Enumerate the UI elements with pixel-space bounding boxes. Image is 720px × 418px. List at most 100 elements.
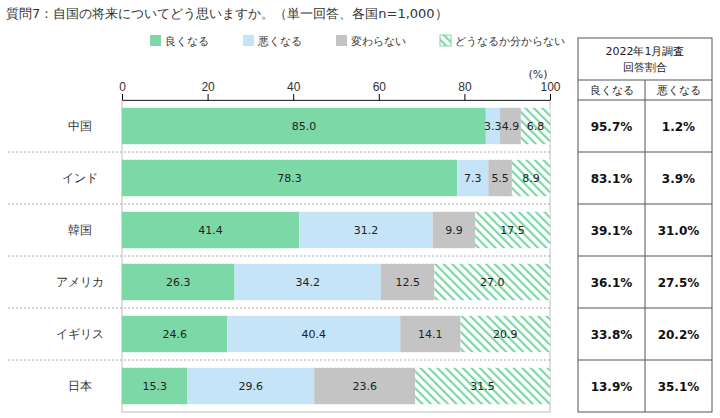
title: 質問7：自国の将来についてどう思いますか。（単一回答、各国n=1,000） — [6, 6, 448, 21]
data-label: 14.1 — [418, 328, 443, 341]
axis-title: (%) — [528, 68, 547, 81]
table-rule — [578, 152, 712, 153]
bar-segment — [512, 160, 550, 196]
tick: 中国 — [68, 119, 122, 133]
bar-segment — [122, 108, 486, 144]
chart: 質問7：自国の将来についてどう思いますか。（単一回答、各国n=1,000） 良くな… — [0, 0, 720, 418]
data-label: 78.3 — [277, 172, 302, 185]
data-label: 12.5 — [395, 276, 420, 289]
category-label: 日本 — [68, 379, 92, 393]
data-label: 5.5 — [491, 172, 509, 185]
bar-segment — [299, 212, 433, 248]
bar-segment — [415, 368, 550, 404]
table-cell: 3.9% — [662, 172, 695, 186]
bar-segment — [122, 160, 457, 196]
data-label: 15.3 — [142, 380, 167, 393]
table-cell: 35.1% — [658, 380, 700, 394]
bar-segment — [521, 108, 550, 144]
bar-segment — [235, 264, 381, 300]
data-label: 8.9 — [522, 172, 540, 185]
bar-segment — [122, 316, 227, 352]
tick: インド — [62, 171, 122, 185]
data-label: 41.4 — [198, 224, 223, 237]
data-label: 29.6 — [239, 380, 264, 393]
tick: イギリス — [56, 327, 122, 341]
bar-segment — [122, 368, 187, 404]
bar-segment — [122, 212, 299, 248]
table-cell: 33.8% — [591, 328, 633, 342]
category-label: 韓国 — [68, 223, 92, 237]
bar-segment — [461, 316, 550, 352]
table-header: 良くなる — [590, 84, 634, 97]
legend-swatch — [150, 35, 161, 46]
tick: アメリカ — [56, 275, 122, 289]
data-label: 9.9 — [445, 224, 463, 237]
tick-mark — [379, 94, 380, 100]
tick: 100 — [540, 80, 560, 100]
table-cell: 95.7% — [591, 120, 633, 134]
legend: 良くなる悪くなる変わらないどうなるか分からない — [150, 35, 565, 48]
bar-segment — [457, 160, 488, 196]
row-separator — [8, 256, 550, 257]
row-separator — [8, 308, 550, 309]
tick-mark — [122, 94, 123, 100]
legend-swatch — [243, 35, 254, 46]
bar-segment — [434, 264, 550, 300]
tick-label: 100 — [540, 80, 560, 94]
category-label: インド — [62, 171, 98, 185]
bar-segment — [400, 316, 460, 352]
table-rule — [578, 360, 712, 361]
tick-mark — [293, 94, 294, 100]
data-label: 4.9 — [502, 120, 520, 133]
data-label: 6.8 — [527, 120, 545, 133]
data-label: 20.9 — [493, 328, 518, 341]
side-table: 2022年1月調査回答割合良くなる悪くなる95.7%1.2%83.1%3.9%3… — [578, 38, 712, 412]
data-label: 31.5 — [470, 380, 495, 393]
tick-mark — [208, 94, 209, 100]
legend-label: どうなるか分からない — [455, 35, 565, 48]
table-cell: 36.1% — [591, 276, 633, 290]
data-label: 26.3 — [166, 276, 191, 289]
data-label: 31.2 — [354, 224, 379, 237]
table-rule — [578, 256, 712, 257]
row-separator — [8, 204, 550, 205]
tick: 韓国 — [68, 223, 122, 237]
bar-segment — [314, 368, 415, 404]
data-label: 24.6 — [162, 328, 187, 341]
table-cell: 39.1% — [591, 224, 633, 238]
row-separator — [8, 360, 550, 361]
data-labels: 85.078.341.426.324.615.33.37.331.234.240… — [142, 120, 544, 393]
data-label: 34.2 — [296, 276, 321, 289]
tick: 40 — [287, 80, 301, 100]
legend-label: 悪くなる — [257, 35, 302, 48]
tick-label: 0 — [119, 80, 126, 94]
tick-mark — [464, 94, 465, 100]
tick: 80 — [458, 80, 472, 100]
bar-segment — [381, 264, 435, 300]
table-border — [578, 38, 712, 412]
data-label: 7.3 — [464, 172, 482, 185]
table-rule — [578, 308, 712, 309]
legend-swatch — [336, 35, 347, 46]
table-cell: 20.2% — [658, 328, 700, 342]
data-label: 40.4 — [301, 328, 326, 341]
table-rule — [645, 80, 646, 412]
tick-label: 20 — [201, 80, 215, 94]
tick: 0 — [119, 80, 126, 100]
category-label: イギリス — [56, 327, 104, 341]
tick-label: 60 — [373, 80, 387, 94]
table-header: 悪くなる — [656, 84, 701, 97]
bar-segment — [488, 160, 512, 196]
category-label: 中国 — [68, 119, 92, 133]
legend-swatch — [440, 35, 451, 46]
bar-segment — [187, 368, 314, 404]
table-cell: 83.1% — [591, 172, 633, 186]
legend-label: 変わらない — [351, 35, 406, 48]
tick: 60 — [373, 80, 387, 100]
tick-label: 40 — [287, 80, 301, 94]
table-cell: 27.5% — [658, 276, 700, 290]
table-rule — [578, 204, 712, 205]
tick-label: 80 — [458, 80, 472, 94]
tick: 20 — [201, 80, 215, 100]
bar-segment — [500, 108, 521, 144]
